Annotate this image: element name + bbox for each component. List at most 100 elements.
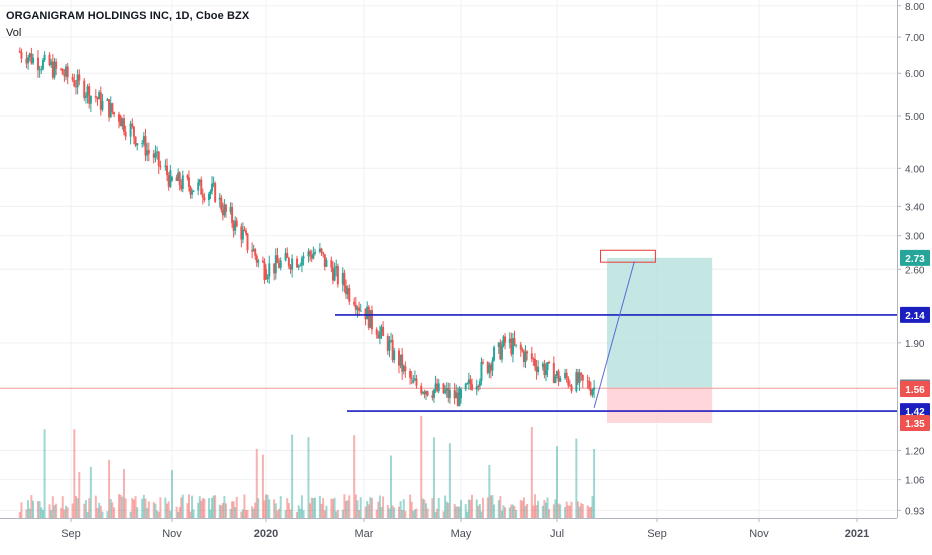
volume-bar xyxy=(432,437,435,518)
candle-body xyxy=(466,383,469,385)
volume-bar xyxy=(98,502,101,518)
volume-bar xyxy=(533,494,536,518)
volume-bar xyxy=(36,501,39,518)
volume-bar xyxy=(61,496,64,518)
volume-bar xyxy=(541,505,544,518)
volume-bar xyxy=(302,510,305,518)
candle-body xyxy=(375,329,378,335)
price-axis[interactable]: 8.00 7.00 6.00 5.00 4.00 3.40 3.00 2.60 1.90 1.20… xyxy=(897,0,930,518)
volume-bar xyxy=(354,494,357,518)
candle-body xyxy=(257,260,260,263)
volume-bar xyxy=(66,507,69,518)
candle-body xyxy=(482,361,485,363)
candle-body xyxy=(243,229,246,231)
volume-bar xyxy=(554,499,557,518)
volume-bar xyxy=(84,500,87,518)
candle-body xyxy=(86,86,89,96)
volume-bar xyxy=(124,498,127,518)
time-axis[interactable]: Sep Nov 2020 Mar May Jul Sep Nov 2021 xyxy=(0,518,897,540)
candle-body xyxy=(415,378,418,386)
candle-body xyxy=(94,96,97,98)
candle-body xyxy=(522,351,525,363)
candle-body xyxy=(278,263,281,268)
candle-body xyxy=(310,254,313,259)
volume-bars xyxy=(18,415,596,518)
volume-bar xyxy=(401,509,404,518)
volume-bar xyxy=(41,509,44,518)
volume-bar xyxy=(32,500,35,518)
candle-body xyxy=(74,86,77,88)
candle-body xyxy=(537,366,540,372)
candle-body xyxy=(169,170,172,187)
price-tick-label: 3.40 xyxy=(905,202,925,213)
candle-body xyxy=(157,151,160,167)
candle-body xyxy=(330,260,333,268)
candle-body xyxy=(346,288,349,295)
candle-body xyxy=(265,269,267,280)
volume-label: Vol xyxy=(6,27,22,39)
volume-bar xyxy=(475,499,478,518)
candle-body xyxy=(124,131,127,137)
volume-bar xyxy=(43,429,46,518)
volume-bar xyxy=(209,509,212,518)
volume-bar xyxy=(393,507,396,518)
candle-body xyxy=(354,304,357,310)
volume-bar xyxy=(88,498,91,518)
candle-body xyxy=(108,99,111,118)
volume-bar xyxy=(214,495,217,518)
price-tick-label: 1.90 xyxy=(905,339,925,350)
volume-bar xyxy=(576,501,579,518)
candle-body xyxy=(423,391,426,395)
candle-body xyxy=(189,186,192,195)
candle-body xyxy=(593,387,596,391)
volume-bar xyxy=(40,507,43,518)
volume-bar xyxy=(364,506,367,518)
price-tick-label: 8.00 xyxy=(905,2,925,13)
volume-bar xyxy=(25,509,28,518)
time-tick-label: 2020 xyxy=(254,528,278,540)
volume-bar xyxy=(243,494,246,518)
candle-body xyxy=(246,233,249,251)
volume-bar xyxy=(144,498,147,518)
candle-body xyxy=(266,276,269,280)
volume-bar xyxy=(497,500,500,518)
candle-body xyxy=(118,114,121,122)
candle-body xyxy=(436,383,439,392)
volume-bar xyxy=(511,504,514,518)
candle-body xyxy=(88,86,91,104)
price-label-2-73: 2.73 xyxy=(900,249,930,266)
volume-bar xyxy=(284,510,287,518)
candle-body xyxy=(460,389,462,399)
candle-body xyxy=(234,220,237,231)
volume-bar xyxy=(397,506,400,518)
volume-bar xyxy=(192,509,195,518)
candle-body xyxy=(589,388,592,395)
candle-body xyxy=(50,61,53,66)
candle-body xyxy=(41,60,44,70)
candle-body xyxy=(38,69,41,71)
price-tick-label: 6.00 xyxy=(905,69,925,80)
candle-body xyxy=(224,204,227,212)
volume-bar xyxy=(325,505,328,518)
candle-body xyxy=(203,197,206,201)
volume-bar xyxy=(152,502,155,518)
candle-body xyxy=(36,57,39,70)
volume-bar xyxy=(341,509,344,518)
candle-body xyxy=(284,253,287,261)
candle-body xyxy=(386,336,389,351)
candle-body xyxy=(98,92,101,100)
candle-body xyxy=(32,57,35,64)
price-tick-label: 7.00 xyxy=(905,33,925,44)
candle-body xyxy=(66,66,69,78)
volume-bar xyxy=(244,510,247,518)
time-tick-label: Mar xyxy=(355,528,374,540)
volume-bar xyxy=(289,509,292,518)
candle-body xyxy=(146,150,149,156)
candle-body xyxy=(318,248,321,252)
volume-bar xyxy=(378,495,381,518)
candle-body xyxy=(591,390,594,395)
volume-bar xyxy=(480,511,483,518)
volume-bar xyxy=(147,501,150,518)
